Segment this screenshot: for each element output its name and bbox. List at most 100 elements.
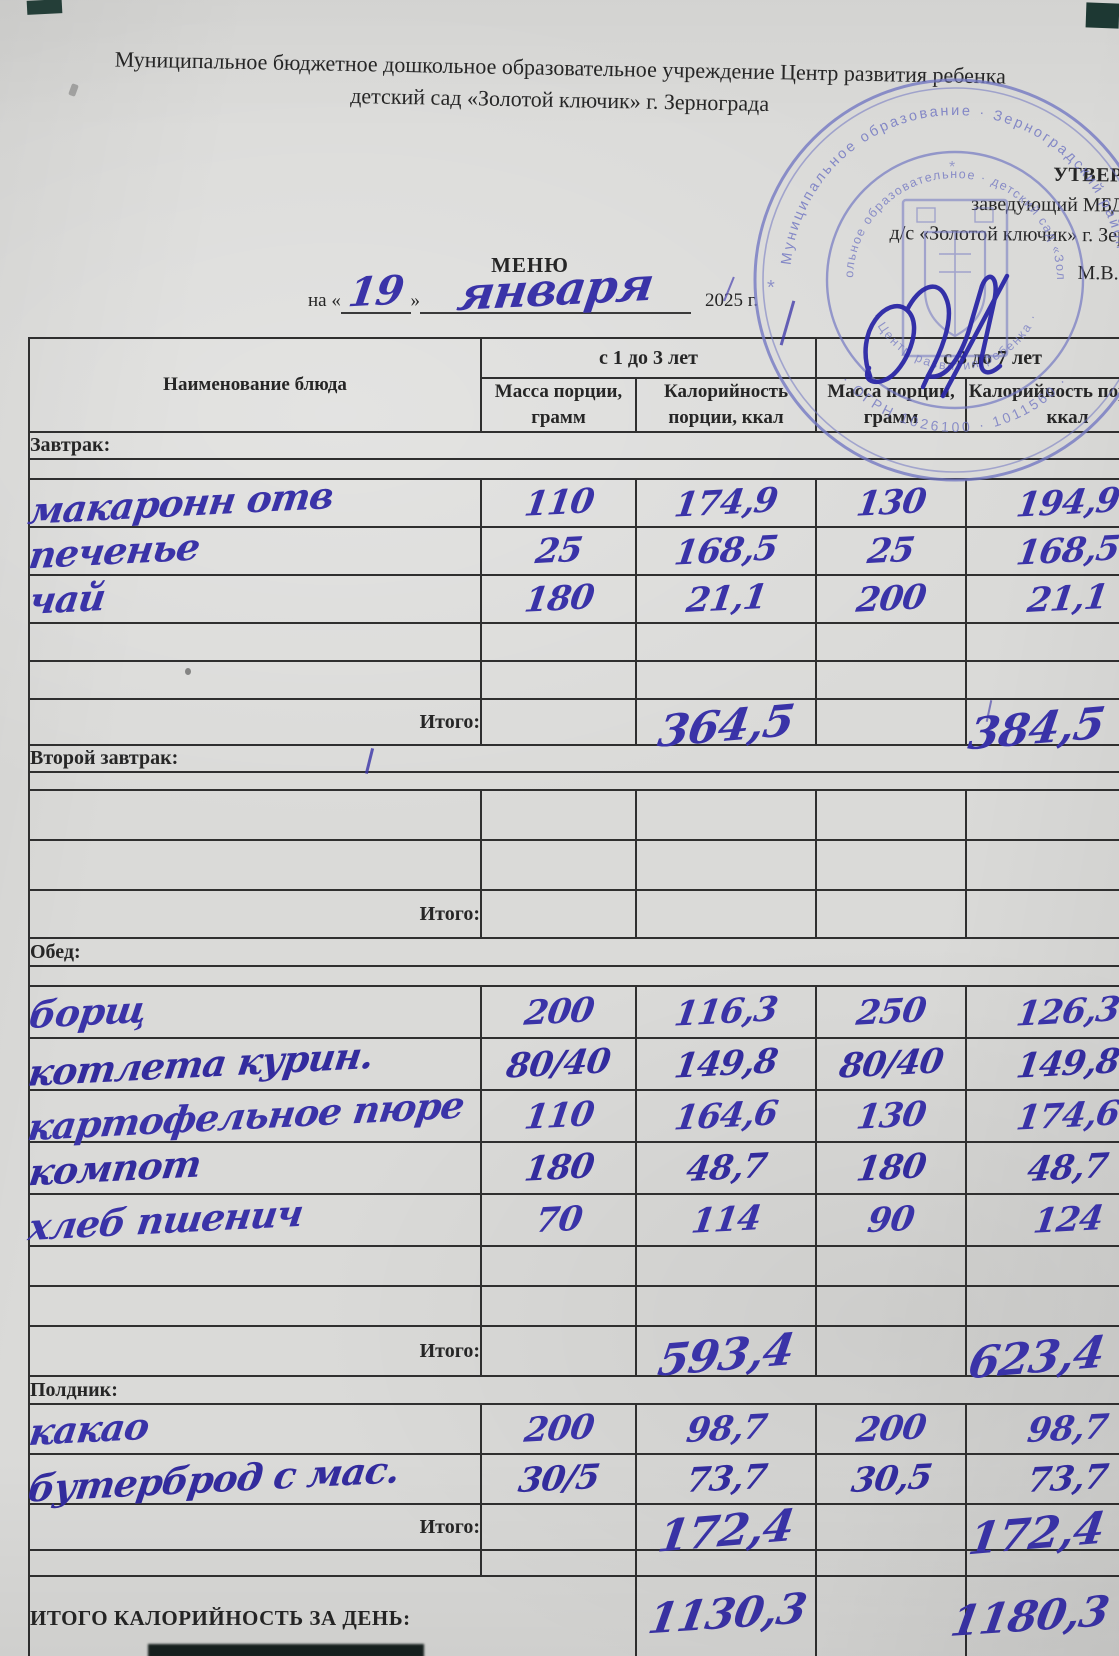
cell-cal-3-7: 98,7	[965, 1403, 1119, 1455]
mass-value: 90	[865, 1198, 917, 1242]
cell-mass-1-3: 25	[480, 526, 637, 576]
cell-mass-3-7: 90	[815, 1193, 968, 1247]
section-label: Полдник:	[27, 1375, 1119, 1405]
section-second-breakfast: Второй завтрак:	[27, 744, 1119, 773]
empty-cell	[965, 789, 1119, 841]
cell-mass-1-3: 180	[480, 1141, 637, 1195]
empty-cell	[480, 889, 637, 939]
handwritten-month: января	[454, 256, 657, 322]
empty-cell	[815, 789, 968, 841]
dish-name: макаронн отв	[25, 472, 337, 533]
spacer-row	[27, 965, 1119, 987]
header-mass-3-7: Масса порции, грамм	[815, 377, 968, 433]
empty-row	[28, 789, 1119, 841]
mass-value: 30,5	[848, 1456, 934, 1502]
scan-artifact-top-left	[26, 0, 63, 15]
empty-cell	[965, 889, 1119, 939]
total-value: 172,4	[965, 1502, 1108, 1566]
cell-mass-1-3: 80/40	[480, 1037, 637, 1091]
table-row: печенье 25 168,5 25 168,5	[26, 524, 1119, 577]
empty-cell	[480, 1285, 637, 1327]
empty-cell	[27, 458, 1119, 480]
empty-row	[28, 839, 1119, 891]
mass-value: 180	[521, 577, 596, 621]
total-value: 384,5	[965, 697, 1108, 761]
dish-name: бутерброд с мас.	[25, 1446, 403, 1511]
mass-value: 80/40	[836, 1041, 946, 1087]
day-total-value: 1130,3	[644, 1583, 810, 1644]
section-label: Завтрак:	[27, 431, 1119, 460]
empty-cell	[634, 789, 818, 841]
empty-cell	[965, 1549, 1119, 1577]
mass-value: 200	[521, 1407, 596, 1451]
empty-cell	[815, 839, 968, 891]
table-header-row-1: Наименование блюда с 1 до 3 лет с 3 до 7…	[28, 337, 1119, 433]
cell-dish: макаронн отв	[25, 472, 482, 533]
empty-cell	[480, 622, 637, 662]
cell-mass-3-7: 200	[815, 574, 968, 624]
mass-value: 200	[853, 577, 929, 621]
date-year: 2025 г.	[705, 290, 759, 311]
cell-day-total-3-7: 1180,3	[947, 1575, 1119, 1656]
table-row: макаронн отв 110 174,9 130 194,9	[25, 472, 1119, 533]
dish-name: хлеб пшенич	[25, 1190, 306, 1249]
cell-cal-3-7: 174,6	[965, 1089, 1119, 1143]
empty-cell	[815, 1549, 968, 1577]
empty-cell	[815, 1285, 968, 1327]
empty-cell	[634, 839, 818, 891]
empty-cell	[634, 1285, 818, 1327]
cell-dish: какао	[26, 1403, 482, 1455]
cell-mass-1-3: 180	[480, 574, 637, 624]
approval-line3: д/с «Золотой ключик» г. Зернограда	[889, 222, 1119, 248]
table-row: какао 200 98,7 200 98,7	[26, 1403, 1119, 1455]
org-header: Муниципальное бюджетное дошкольное образ…	[47, 42, 1072, 125]
cal-value: 98,7	[683, 1406, 769, 1452]
dish-name: печенье	[26, 524, 203, 577]
day-total-value: 1180,3	[947, 1586, 1113, 1646]
empty-cell	[480, 660, 637, 700]
cell-cal-3-7: 124	[965, 1193, 1119, 1247]
dish-name: компот	[26, 1141, 204, 1194]
date-month-underline: января	[420, 257, 692, 321]
total-row-breakfast: Итого: 364,5 384,5	[28, 695, 1119, 760]
total-row-lunch: Итого: 593,4 623,4	[28, 1324, 1119, 1389]
dish-name: борщ	[26, 986, 149, 1037]
cell-cal-1-3: 168,5	[634, 526, 818, 576]
cell-mass-1-3: 30/5	[480, 1453, 637, 1505]
mass-value: 200	[853, 1407, 929, 1451]
empty-cell	[480, 789, 637, 841]
cell-total-cal-3-7: 384,5	[965, 698, 1119, 760]
dish-name: котлета курин.	[25, 1032, 376, 1095]
mass-value: 130	[853, 481, 929, 525]
cell-cal-1-3: 114	[634, 1193, 818, 1247]
day-total-label: ИТОГО КАЛОРИЙНОСТЬ ЗА ДЕНЬ:	[28, 1575, 637, 1656]
empty-cell	[634, 622, 818, 662]
cell-mass-1-3: 110	[480, 1089, 637, 1143]
empty-cell	[965, 1245, 1119, 1287]
cell-cal-3-7: 73,7	[965, 1453, 1119, 1505]
mass-value: 30/5	[515, 1456, 602, 1502]
header-dish-name: Наименование блюда	[28, 337, 482, 433]
spacer-row	[28, 1549, 1119, 1577]
total-value: 364,5	[654, 695, 797, 758]
cell-mass-1-3: 70	[480, 1193, 637, 1247]
cal-value: 124	[1030, 1198, 1105, 1242]
section-label: Второй завтрак:	[27, 744, 1119, 773]
empty-cell	[480, 1503, 637, 1551]
menu-title: МЕНЮ	[491, 253, 569, 277]
cell-mass-1-3: 200	[480, 1403, 637, 1455]
cell-cal-3-7: 194,9	[965, 478, 1119, 528]
empty-cell	[28, 839, 482, 891]
mass-value: 250	[853, 990, 929, 1034]
empty-cell	[27, 771, 1119, 791]
cell-total-cal-1-3: 593,4	[634, 1324, 818, 1387]
section-label: Обед:	[27, 937, 1119, 967]
empty-cell	[815, 889, 968, 939]
date-close-quote: »	[410, 290, 421, 311]
table-row: компот 180 48,7 180 48,7	[26, 1141, 1119, 1195]
empty-cell	[815, 622, 968, 662]
cal-value: 164,6	[671, 1093, 781, 1139]
mass-value: 200	[521, 990, 596, 1034]
empty-row	[28, 622, 1119, 662]
